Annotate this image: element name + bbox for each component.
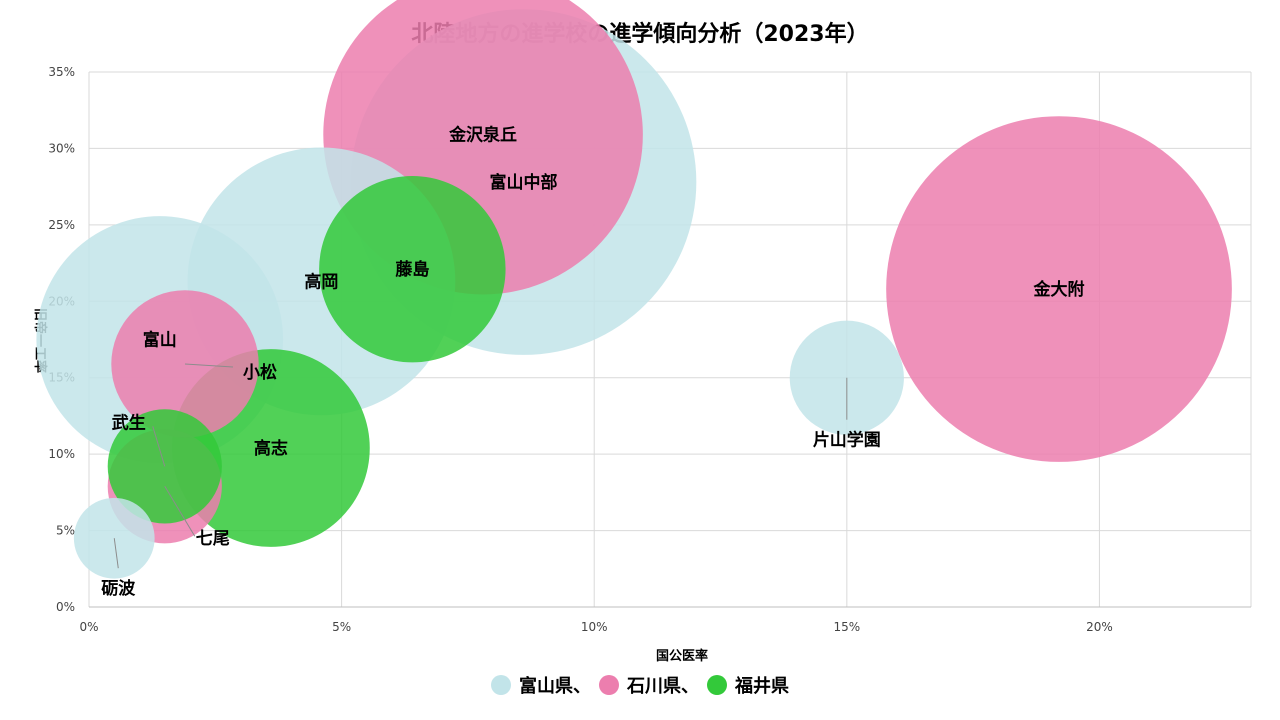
legend-item-toyama[interactable]: 富山県、 — [491, 672, 591, 698]
y-tick-label: 35% — [48, 65, 75, 79]
bubble-label: 藤島 — [395, 259, 429, 280]
legend-swatch-ishikawa — [599, 675, 619, 695]
legend-item-fukui[interactable]: 福井県 — [707, 672, 789, 698]
legend-swatch-fukui — [707, 675, 727, 695]
y-tick-label: 30% — [48, 141, 75, 155]
legend-label-toyama: 富山県、 — [519, 676, 591, 697]
bubble-武生 — [107, 409, 222, 524]
legend-swatch-toyama — [491, 675, 511, 695]
leader-line — [164, 485, 196, 537]
bubble-藤島 — [319, 175, 506, 363]
leader-line — [152, 426, 166, 467]
y-tick-label: 0% — [56, 600, 75, 614]
bubble-label: 富山中部 — [489, 172, 557, 193]
bubble-label: 金大附 — [1033, 279, 1085, 300]
bubble-label: 高志 — [254, 438, 288, 459]
bubble-label: 武生 — [112, 412, 146, 433]
bubble-label: 小松 — [243, 362, 277, 383]
bubble-金大附 — [886, 116, 1232, 462]
y-tick-label: 5% — [56, 524, 75, 538]
x-tick-label: 20% — [1086, 620, 1113, 634]
leader-line — [184, 363, 234, 368]
bubble-label: 富山 — [143, 330, 177, 351]
legend-label-fukui: 福井県 — [735, 676, 789, 697]
x-tick-label: 10% — [581, 620, 608, 634]
bubble-label: 砺波 — [101, 578, 136, 599]
x-axis-label: 国公医率 — [656, 648, 708, 664]
y-tick-label: 10% — [48, 447, 75, 461]
y-tick-label: 25% — [48, 218, 75, 232]
x-tick-label: 5% — [332, 620, 351, 634]
bubble-label: 片山学園 — [813, 430, 881, 451]
legend: 富山県、 石川県、 福井県 — [0, 672, 1280, 698]
x-tick-label: 15% — [833, 620, 860, 634]
legend-label-ishikawa: 石川県、 — [627, 676, 699, 697]
bubble-label: 高岡 — [304, 271, 338, 292]
x-tick-label: 0% — [79, 620, 98, 634]
legend-item-ishikawa[interactable]: 石川県、 — [599, 672, 699, 698]
bubble-label: 金沢泉丘 — [448, 125, 517, 146]
bubble-label: 七尾 — [196, 529, 230, 549]
leader-line — [113, 538, 119, 569]
